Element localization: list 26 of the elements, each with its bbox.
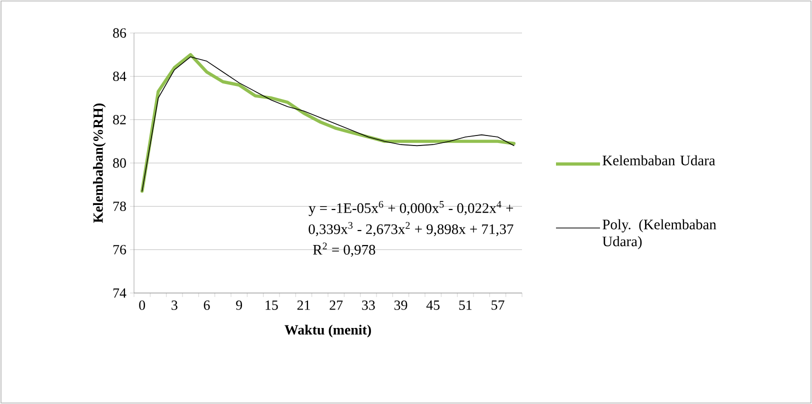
x-tick-label: 33 [362,300,375,310]
legend-label: Kelembaban Udara [602,155,716,166]
y-tick-label: 86 [113,28,126,38]
x-tick-label: 3 [172,300,178,310]
y-tick-label: 80 [113,158,126,168]
x-tick-label: 51 [459,300,472,310]
x-tick-label: 9 [236,300,242,310]
x-tick-label: 6 [204,300,210,310]
x-tick-label: 0 [139,300,146,310]
x-tick-label: 21 [297,300,310,310]
x-tick-label: 15 [266,300,278,310]
x-tick-label: 57 [492,300,504,310]
annotation: y = -1E-05x$^{6}$ + 0,000x$^{5}$ - 0,022x$^{4}$ + [308,200,514,216]
annotation: 0,339x$^{3}$ - 2,673x$^{2}$ + 9,898x + 71,37 [308,222,514,236]
y-tick-label: 84 [113,72,126,82]
x-tick-label: 45 [426,300,440,310]
x-tick-label: 39 [394,300,408,310]
annotation: R$^{2}$ = 0,978 [313,242,376,257]
y-tick-label: 78 [113,202,126,212]
y-tick-label: 74 [113,288,126,298]
y-tick-label: 82 [113,114,126,124]
x-tick-label: 27 [330,300,343,310]
y-tick-label: 76 [113,244,126,254]
legend-label: Poly. (Kelembaban Udara) [602,219,716,250]
y-axis-title: Kelembaban(%RH) [93,104,106,223]
x-axis-title: Waktu (menit) [284,324,371,338]
